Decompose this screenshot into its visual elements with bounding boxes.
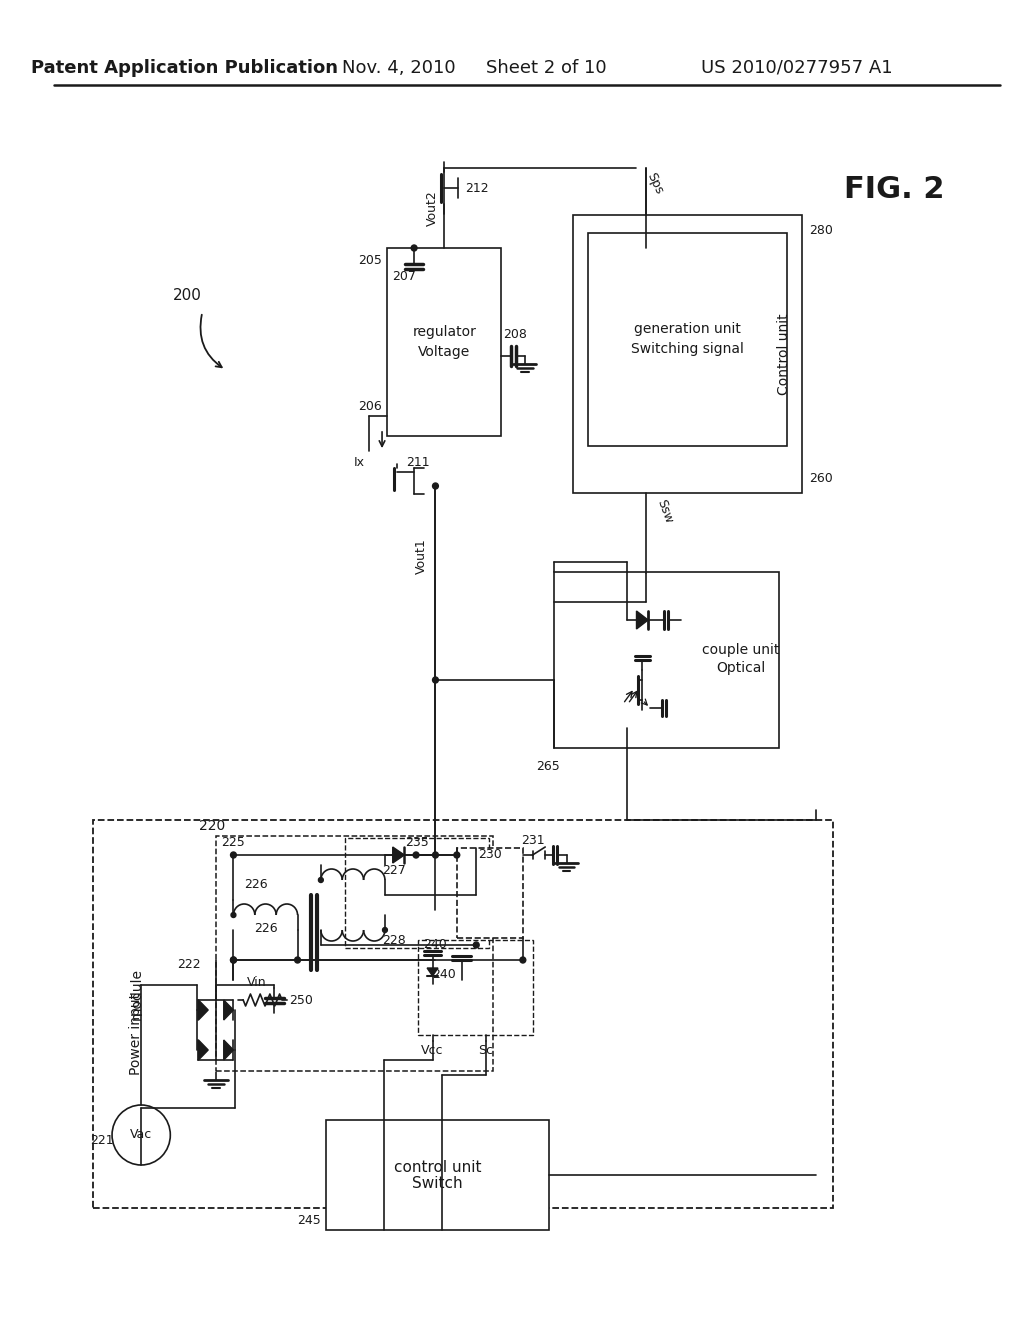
Text: Power input: Power input — [129, 993, 143, 1074]
Circle shape — [432, 851, 438, 858]
Text: 222: 222 — [177, 958, 201, 972]
Bar — [345, 838, 488, 948]
Polygon shape — [223, 1040, 233, 1060]
Text: 260: 260 — [809, 471, 834, 484]
Text: 225: 225 — [221, 836, 245, 849]
Circle shape — [295, 957, 300, 964]
Text: 231: 231 — [521, 834, 545, 847]
Circle shape — [454, 851, 460, 858]
Bar — [457, 847, 523, 939]
Circle shape — [230, 957, 237, 964]
Text: 228: 228 — [382, 933, 406, 946]
Circle shape — [318, 878, 324, 883]
Bar — [588, 234, 787, 446]
Text: Control unit: Control unit — [777, 313, 792, 395]
Text: Vout1: Vout1 — [416, 539, 428, 574]
Bar — [216, 836, 493, 1071]
Circle shape — [383, 928, 387, 932]
Bar — [326, 1119, 549, 1230]
Text: 221: 221 — [90, 1134, 114, 1147]
Text: 280: 280 — [809, 223, 834, 236]
Text: 250: 250 — [290, 994, 313, 1006]
Text: Patent Application Publication: Patent Application Publication — [32, 59, 338, 77]
Text: Switch: Switch — [412, 1176, 463, 1191]
Bar — [387, 248, 502, 436]
Text: Sheet 2 of 10: Sheet 2 of 10 — [485, 59, 606, 77]
Text: 212: 212 — [466, 181, 489, 194]
Text: Voltage: Voltage — [418, 345, 470, 359]
Text: Sc: Sc — [478, 1044, 494, 1057]
Circle shape — [112, 1105, 170, 1166]
Text: 227: 227 — [382, 863, 406, 876]
Text: Switching signal: Switching signal — [631, 342, 743, 356]
Bar — [554, 572, 779, 748]
Text: 240: 240 — [423, 939, 446, 952]
Polygon shape — [199, 1001, 208, 1020]
Text: 226: 226 — [244, 879, 267, 891]
Text: 245: 245 — [297, 1213, 321, 1226]
Text: 226: 226 — [254, 921, 278, 935]
Text: US 2010/0277957 A1: US 2010/0277957 A1 — [701, 59, 893, 77]
Text: Ssw: Ssw — [654, 498, 675, 525]
Circle shape — [520, 957, 525, 964]
Text: Sps: Sps — [644, 170, 666, 195]
Polygon shape — [393, 847, 404, 863]
Circle shape — [412, 246, 417, 251]
Bar — [418, 940, 532, 1035]
Text: Nov. 4, 2010: Nov. 4, 2010 — [342, 59, 456, 77]
Text: Vac: Vac — [130, 1129, 153, 1142]
Text: 235: 235 — [406, 837, 429, 850]
Polygon shape — [223, 1001, 233, 1020]
Text: 265: 265 — [537, 759, 560, 772]
Circle shape — [432, 677, 438, 682]
Text: generation unit: generation unit — [634, 322, 741, 337]
Circle shape — [230, 957, 237, 964]
Text: 220: 220 — [200, 818, 225, 833]
Text: couple unit: couple unit — [701, 643, 779, 657]
Text: Vin: Vin — [247, 975, 266, 989]
Text: 206: 206 — [358, 400, 382, 412]
Circle shape — [230, 851, 237, 858]
Circle shape — [473, 942, 479, 948]
Bar — [573, 215, 802, 492]
Text: Vout2: Vout2 — [426, 190, 439, 226]
Text: Ix: Ix — [353, 457, 365, 470]
Text: 200: 200 — [173, 288, 203, 302]
Text: regulator: regulator — [413, 325, 476, 339]
Text: 208: 208 — [503, 327, 527, 341]
Text: module: module — [129, 968, 143, 1020]
Bar — [92, 820, 833, 1208]
Text: FIG. 2: FIG. 2 — [844, 176, 944, 205]
Text: 211: 211 — [407, 455, 430, 469]
Circle shape — [231, 912, 236, 917]
Polygon shape — [637, 611, 648, 630]
Text: Vcc: Vcc — [421, 1044, 443, 1057]
Circle shape — [413, 851, 419, 858]
Polygon shape — [199, 1040, 208, 1060]
Text: 207: 207 — [392, 269, 416, 282]
Polygon shape — [427, 968, 438, 975]
Text: control unit: control unit — [393, 1159, 481, 1175]
Text: Optical: Optical — [716, 661, 765, 675]
Text: 205: 205 — [358, 253, 382, 267]
Circle shape — [432, 483, 438, 488]
Text: 230: 230 — [478, 847, 502, 861]
Text: 240: 240 — [432, 968, 456, 981]
